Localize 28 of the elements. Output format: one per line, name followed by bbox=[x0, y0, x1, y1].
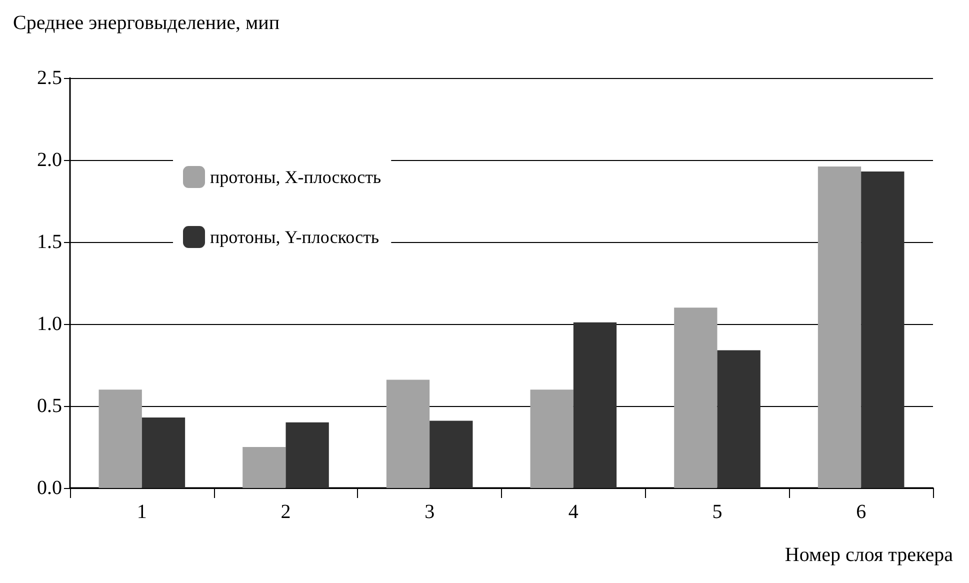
x-tick-label: 4 bbox=[568, 501, 578, 523]
y-tick-label: 2.0 bbox=[37, 149, 62, 171]
bar bbox=[530, 390, 574, 488]
bar bbox=[818, 166, 862, 488]
x-tick-label: 2 bbox=[280, 501, 291, 523]
x-tick-label: 6 bbox=[856, 501, 866, 523]
bar bbox=[861, 171, 904, 488]
bar bbox=[286, 422, 329, 488]
y-axis-title: Среднее энерговыделение, мип bbox=[13, 12, 280, 34]
y-tick-label: 0.5 bbox=[37, 395, 62, 417]
x-tick-label: 1 bbox=[136, 501, 147, 523]
bar bbox=[142, 417, 186, 488]
bar bbox=[98, 390, 142, 488]
bar bbox=[242, 447, 286, 488]
x-tick-label: 3 bbox=[424, 501, 435, 523]
bar bbox=[386, 380, 430, 488]
y-tick-label: 1.5 bbox=[37, 231, 62, 253]
y-tick-label: 0.0 bbox=[37, 477, 62, 499]
y-tick-label: 1.0 bbox=[37, 313, 62, 335]
bar bbox=[430, 420, 473, 488]
bar bbox=[674, 308, 718, 488]
bar bbox=[573, 322, 617, 488]
legend-label: протоны, X-плоскость bbox=[210, 167, 382, 187]
legend-label: протоны, Y-плоскость bbox=[210, 227, 380, 247]
y-tick-label: 2.5 bbox=[37, 67, 62, 89]
x-axis-title: Номер слоя трекера bbox=[784, 544, 954, 566]
x-tick-label: 5 bbox=[712, 501, 722, 523]
bar bbox=[717, 350, 760, 488]
